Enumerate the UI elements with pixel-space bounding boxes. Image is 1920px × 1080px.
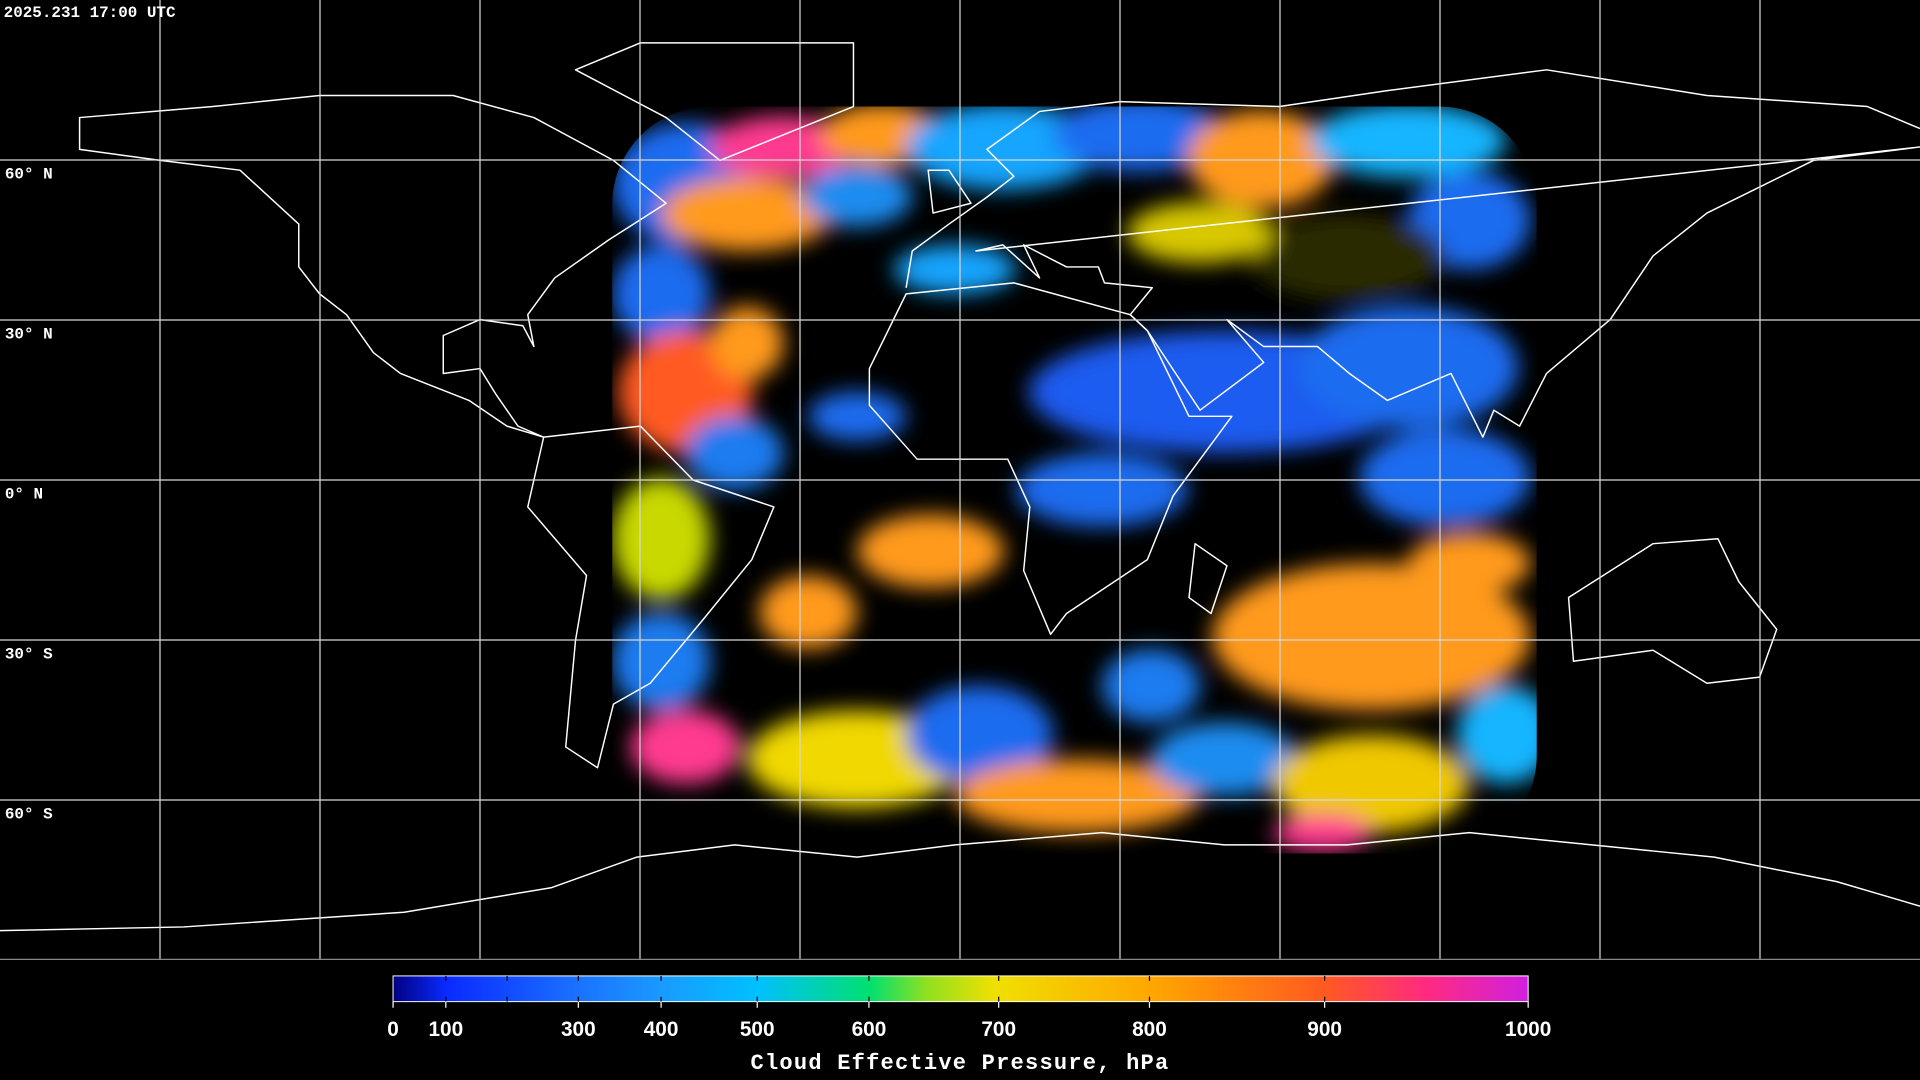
colorbar-title: Cloud Effective Pressure, hPa — [751, 1051, 1170, 1076]
colorbar-tick-label: 600 — [852, 1018, 887, 1041]
latitude-label: 30° N — [5, 325, 53, 343]
colorbar-tick-label: 500 — [740, 1018, 775, 1041]
timestamp: 2025.231 17:00 UTC — [4, 4, 176, 22]
colorbar-tick-label: 1000 — [1505, 1018, 1551, 1041]
colorbar — [392, 975, 1529, 1003]
latitude-label: 60° S — [5, 805, 53, 823]
colorbar-tick-label: 100 — [428, 1018, 463, 1041]
cloud-imagery — [612, 106, 1537, 854]
colorbar-ticks: 0 100 300 400 500 600 700 800 900 1000 — [387, 975, 1551, 1041]
colorbar-tick-label: 0 — [387, 1018, 399, 1041]
latitude-label: 30° S — [5, 645, 53, 663]
colorbar-tick-label: 900 — [1307, 1018, 1342, 1041]
colorbar-tick-label: 400 — [644, 1018, 679, 1041]
colorbar-tick-label: 300 — [561, 1018, 596, 1041]
colorbar-tick-label: 700 — [981, 1018, 1016, 1041]
colorbar-tick-label: 800 — [1132, 1018, 1167, 1041]
graticule: 60° N 30° N 0° N 30° S 60° S — [0, 0, 1920, 960]
latitude-label: 0° N — [5, 485, 43, 503]
latitude-label: 60° N — [5, 165, 53, 183]
